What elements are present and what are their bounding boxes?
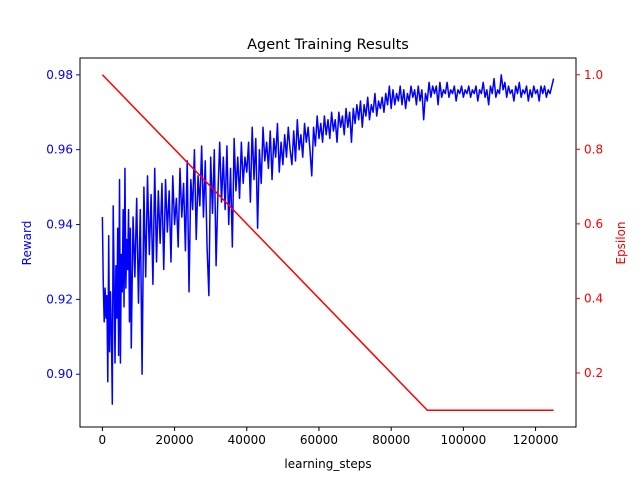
x-tick-label: 40000 xyxy=(228,433,266,447)
chart-title: Agent Training Results xyxy=(247,37,409,53)
left-tick-label: 0.94 xyxy=(46,218,73,232)
right-tick-label: 1.0 xyxy=(584,68,603,82)
plot-lines xyxy=(101,74,555,411)
x-tick-label: 60000 xyxy=(300,433,338,447)
x-tick-label: 100000 xyxy=(440,433,486,447)
left-tick-label: 0.90 xyxy=(46,367,73,381)
right-tick-label: 0.2 xyxy=(584,366,603,380)
right-axis-label: Epsilon xyxy=(614,221,628,264)
plot-frame xyxy=(79,57,577,428)
x-tick-label: 20000 xyxy=(155,433,193,447)
epsilon-line xyxy=(101,74,554,411)
left-tick-label: 0.92 xyxy=(46,292,73,306)
x-tick-label: 120000 xyxy=(513,433,559,447)
x-axis-label: learning_steps xyxy=(284,457,371,471)
left-tick-label: 0.96 xyxy=(46,143,73,157)
right-tick-label: 0.8 xyxy=(584,142,603,156)
left-axis-ticks: 0.90 0.92 0.94 0.96 0.98 xyxy=(46,68,80,381)
right-axis-ticks: 0.2 0.4 0.6 0.8 1.0 xyxy=(576,68,603,380)
x-axis-ticks: 0 20000 40000 60000 80000 100000 120000 xyxy=(99,427,559,447)
x-tick-label: 0 xyxy=(99,433,107,447)
x-tick-label: 80000 xyxy=(372,433,410,447)
right-tick-label: 0.6 xyxy=(584,217,603,231)
left-tick-label: 0.98 xyxy=(46,68,73,82)
left-axis-label: Reward xyxy=(20,221,34,266)
reward-line xyxy=(101,74,555,405)
right-tick-label: 0.4 xyxy=(584,291,603,305)
